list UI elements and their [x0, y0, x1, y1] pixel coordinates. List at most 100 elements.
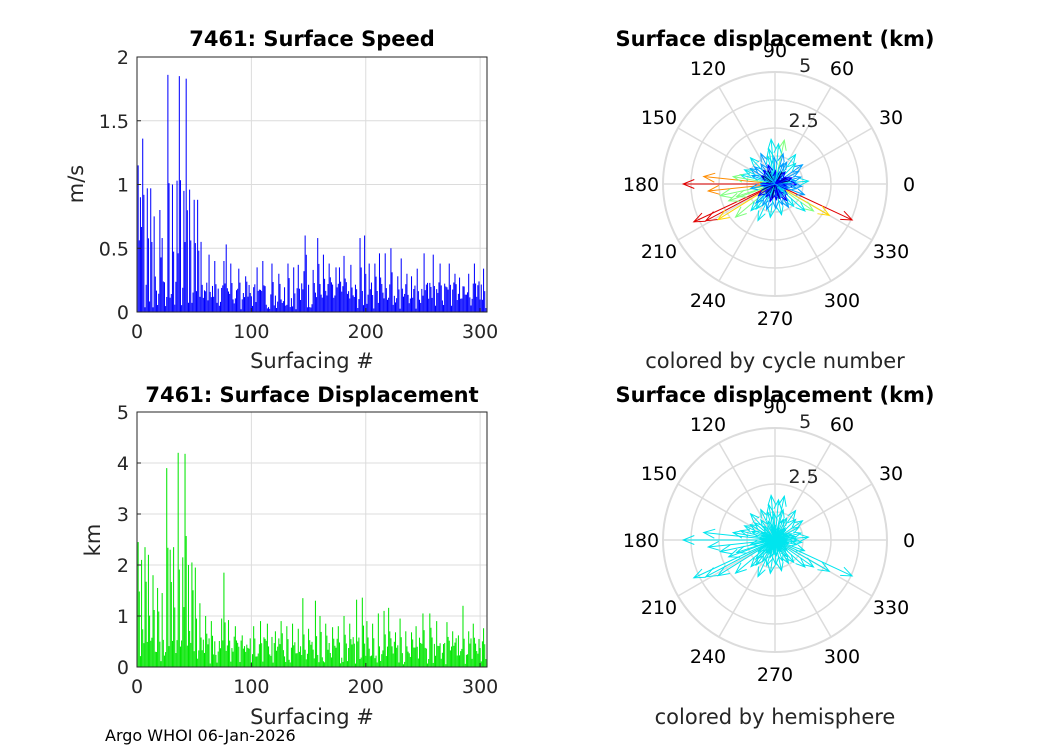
polar-cycle-vector-head — [795, 188, 806, 196]
displacement-bar — [223, 572, 225, 667]
displacement-chart: 0 100 200 300 0 1 2 3 4 5 7461: Surface Displaceme… — [81, 383, 498, 729]
polar-hemisphere-vector-head — [755, 556, 764, 567]
displacement-bar — [154, 651, 156, 667]
displacement-bar — [396, 647, 398, 667]
speed-bar — [475, 283, 477, 312]
polar-hemisphere-vector-head — [790, 526, 800, 534]
polar-hemisphere-angle-label: 90 — [763, 396, 787, 418]
displacement-bar — [272, 662, 274, 667]
displacement-bar — [143, 643, 145, 667]
displacement-bar — [287, 639, 289, 667]
speed-bar — [146, 188, 148, 312]
displacement-bar — [165, 652, 167, 667]
displacement-bar — [240, 640, 242, 667]
displacement-bar — [419, 637, 421, 667]
speed-bar — [320, 294, 322, 312]
speed-bar — [210, 297, 212, 312]
displacement-bar — [335, 647, 337, 667]
polar-cycle-vector-head — [790, 170, 800, 178]
speed-bar — [370, 282, 372, 312]
displacement-bar — [138, 591, 140, 667]
speed-bar — [366, 303, 368, 312]
polar-hemisphere-vector-head — [718, 544, 733, 555]
displacement-bar — [467, 654, 469, 667]
displacement-bar — [239, 662, 241, 667]
displacement-bar — [268, 646, 270, 667]
polar-hemisphere-rtick-label: 5 — [799, 411, 811, 433]
displacement-bar — [432, 662, 434, 667]
polar-cycle-vector — [716, 183, 776, 221]
polar-hemisphere-vector-head — [692, 568, 706, 579]
displacement-bar — [176, 640, 178, 667]
displacement-bar — [451, 646, 453, 667]
displacement-bar — [390, 638, 392, 667]
speed-bar — [427, 282, 429, 312]
polar-cycle-core-vector — [763, 183, 776, 188]
polar-cycle-vector-head — [787, 162, 797, 172]
displacement-bar — [430, 627, 432, 667]
speed-bar — [485, 308, 487, 312]
displacement-bar — [362, 625, 364, 667]
displacement-bar — [301, 654, 303, 667]
polar-cycle-vector-head — [780, 188, 789, 195]
speed-bar — [314, 292, 316, 312]
displacement-bar — [346, 661, 348, 667]
speed-bar — [170, 294, 172, 312]
polar-hemisphere-vector-head — [795, 557, 806, 568]
polar-cycle-vector-head — [765, 154, 773, 165]
displacement-bar — [429, 613, 431, 667]
polar-hemisphere-angle-label: 180 — [623, 530, 659, 552]
polar-hemisphere-vector-head — [702, 528, 716, 539]
speed-bar — [327, 284, 329, 312]
polar-hemisphere-vector-head — [749, 539, 759, 547]
speed-bar — [161, 238, 163, 312]
polar-cycle-vector — [774, 183, 854, 221]
displacement-bar — [260, 621, 262, 667]
speed-chart-xlabel: Surfacing # — [250, 349, 374, 373]
speed-bar — [137, 165, 139, 313]
displacement-bar — [286, 626, 288, 667]
polar-cycle-vector-head — [780, 193, 788, 202]
speed-bar — [328, 263, 330, 312]
displacement-bar — [173, 547, 175, 667]
displacement-bar — [456, 655, 458, 667]
displacement-bar — [194, 567, 196, 667]
speed-bar — [470, 305, 472, 312]
speed-bar — [324, 278, 326, 312]
polar-cycle-vector-shaft — [770, 139, 776, 185]
speed-bar — [227, 291, 230, 312]
polar-hemisphere-vector-head — [840, 566, 854, 577]
speed-bar — [186, 210, 188, 312]
polar-hemisphere-vector — [734, 539, 776, 574]
speed-bar — [352, 295, 354, 312]
polar-cycle-angle-label: 330 — [873, 241, 909, 263]
speed-bar — [139, 197, 141, 312]
displacement-bar — [316, 636, 318, 667]
displacement-bar — [400, 637, 402, 667]
speed-bar — [215, 284, 217, 312]
displacement-bar — [274, 631, 276, 667]
speed-bar — [388, 297, 390, 312]
polar-hemisphere-angle-label: 330 — [873, 597, 909, 619]
speed-bar — [209, 291, 211, 312]
displacement-bar — [214, 641, 216, 667]
speed-bar — [219, 301, 222, 312]
displacement-bar — [357, 641, 359, 667]
speed-bar — [260, 289, 262, 312]
displacement-bar — [353, 643, 355, 667]
speed-bar — [152, 307, 154, 312]
speed-bar — [445, 286, 447, 312]
speed-bar — [330, 282, 332, 312]
polar-cycle-vector-head — [772, 201, 779, 210]
polar-hemisphere-vector-head — [777, 517, 784, 527]
displacement-bar — [311, 641, 313, 667]
polar-cycle-rtick-label: 2.5 — [788, 110, 818, 132]
speed-bar — [349, 298, 351, 312]
displacement-bar — [300, 646, 302, 667]
speed-xtick-label: 300 — [462, 321, 498, 343]
speed-bar — [254, 284, 256, 312]
displacement-bar — [416, 646, 418, 667]
displacement-bar — [471, 658, 473, 667]
displacement-bar — [461, 648, 463, 667]
displacement-bar — [366, 621, 368, 667]
